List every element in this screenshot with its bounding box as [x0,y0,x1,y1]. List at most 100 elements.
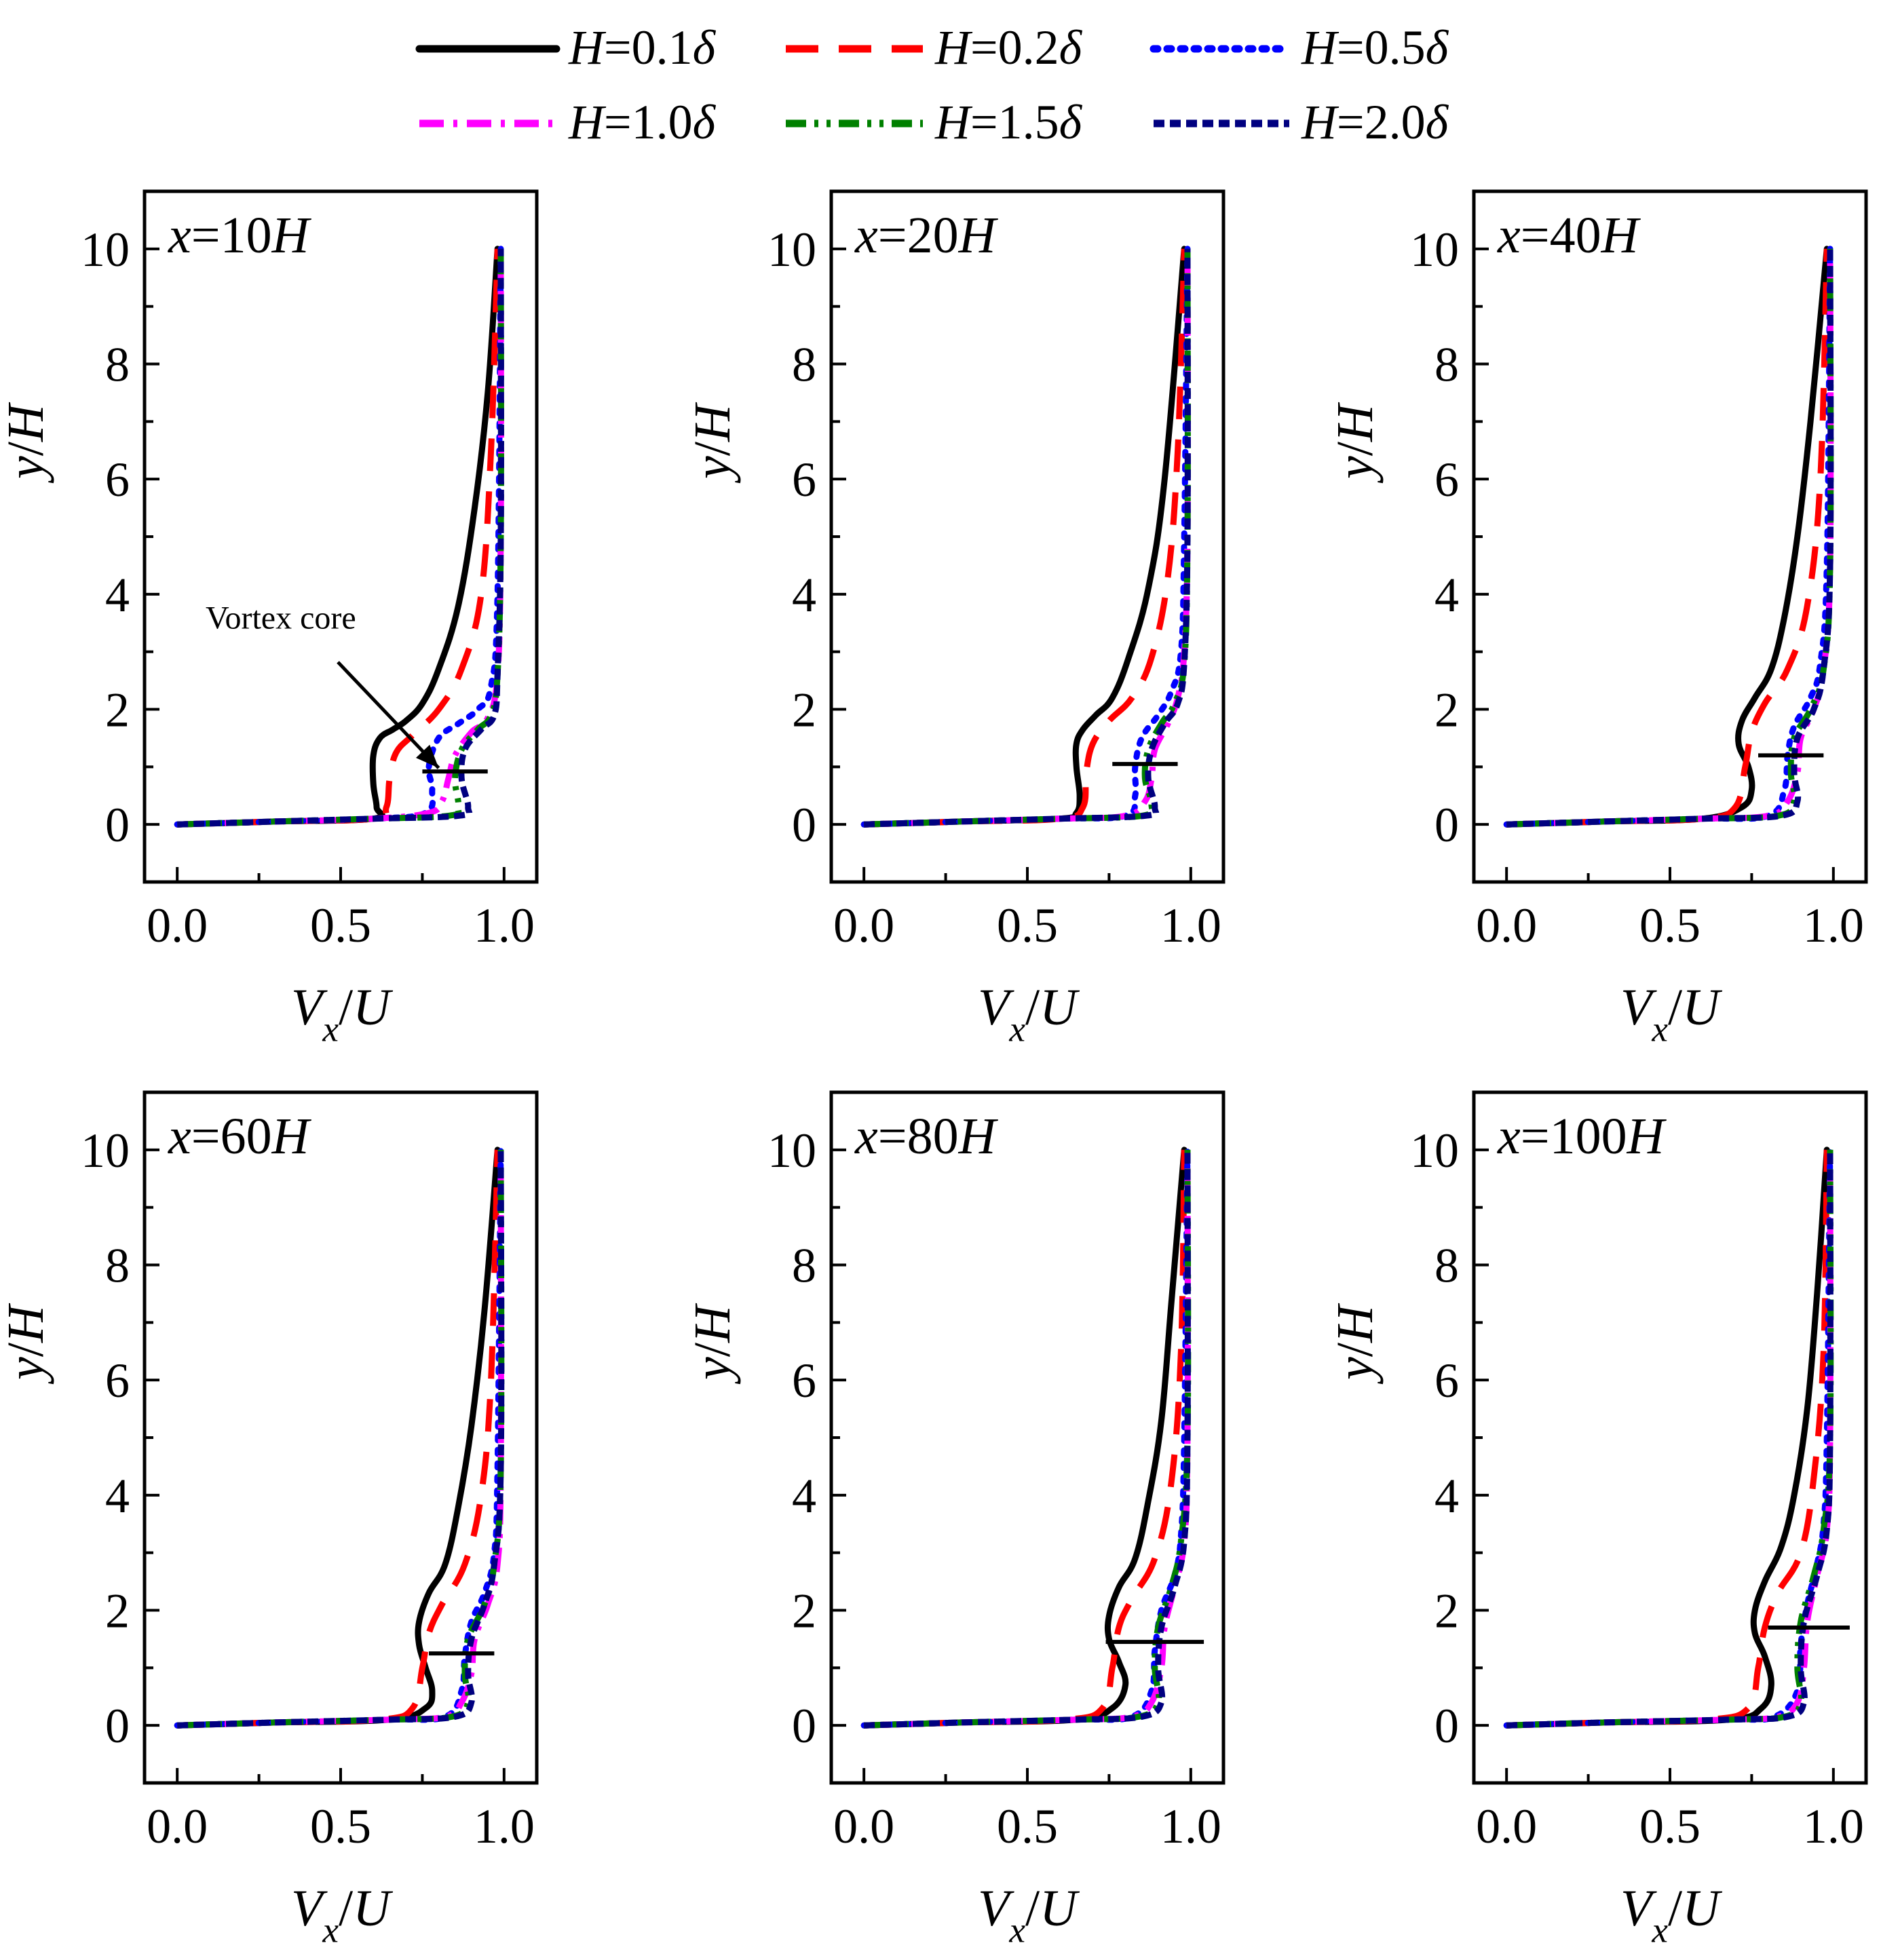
annotation-arrow [337,661,440,769]
panel-title: x=80H [854,1108,999,1165]
series-line [860,246,1191,828]
y-tick-label: 6 [792,453,816,507]
y-tick-label: 10 [81,223,130,277]
y-tick-label: 2 [792,1584,816,1638]
y-tick-label: 8 [105,1239,130,1293]
x-tick-label: 0.5 [997,898,1058,953]
series-line [864,1149,1191,1729]
panel-title: x=40H [1497,207,1641,264]
chart-panel: 0.0 0.5 1.0 0 2 4 6 8 10 x=20H Vx/U y/H [684,189,1226,1049]
y-tick-label: 6 [105,1353,130,1408]
series-group [174,1147,505,1729]
y-tick-label: 8 [792,338,816,392]
y-axis-label: y/H [0,1303,54,1385]
legend-entry: H=1.5δ [786,95,1083,149]
series-line [1506,1149,1834,1729]
legend-entry: H=2.0δ [1154,95,1449,149]
legend-label: H=2.0δ [1301,95,1449,149]
x-tick-label: 1.0 [474,1799,535,1853]
series-line [864,1149,1188,1729]
y-tick-label: 4 [105,1469,130,1523]
x-tick-label: 0.5 [310,898,371,953]
series-line [177,1149,501,1729]
y-tick-label: 6 [105,453,130,507]
y-tick-label: 8 [105,338,130,392]
y-tick-label: 0 [105,798,130,852]
legend-entry: H=1.0δ [419,95,717,149]
legend-label: H=1.5δ [934,95,1083,149]
x-tick-label: 1.0 [1803,898,1864,953]
x-axis-label: Vx/U [978,979,1080,1049]
y-tick-label: 0 [1434,1699,1459,1753]
x-tick-label: 0.5 [1639,1799,1700,1853]
series-line [177,248,504,828]
panel-title: x=100H [1497,1108,1667,1165]
legend-entry: H=0.2δ [786,20,1083,75]
x-tick-label: 0.0 [147,898,208,953]
y-axis-label: y/H [1327,402,1384,484]
x-tick-label: 0.0 [147,1799,208,1853]
x-tick-label: 1.0 [1160,898,1221,953]
annotation: Vortex core [206,600,440,769]
x-tick-label: 1.0 [1803,1799,1864,1853]
y-tick-label: 2 [792,683,816,737]
legend-label: H=1.0δ [568,95,717,149]
y-tick-label: 0 [792,1699,816,1753]
chart-panel: 0.0 0.5 1.0 0 2 4 6 8 10 x=60H Vx/U y/H [0,1090,539,1950]
y-tick-label: 8 [1434,338,1459,392]
legend: H=0.1δ H=0.2δ H=0.5δ H=1.0δ H=1.5δ H=2.0δ [415,20,1449,149]
y-tick-label: 4 [1434,1469,1459,1523]
annotation-arrowhead [415,744,439,769]
series-group [1503,1147,1834,1729]
x-axis-label: Vx/U [1620,1880,1722,1950]
y-axis-label: y/H [0,402,54,484]
y-tick-label: 2 [105,683,130,737]
x-tick-label: 0.0 [1476,898,1537,953]
series-line [1503,246,1834,828]
chart-panel: 0.0 0.5 1.0 0 2 4 6 8 10 x=100H Vx/U y/H [1327,1090,1868,1950]
legend-label: H=0.5δ [1301,20,1449,75]
ticks [831,190,1192,883]
y-tick-label: 4 [1434,568,1459,622]
chart-panel: 0.0 0.5 1.0 0 2 4 6 8 10 x=10H Vx/U y/H [0,189,539,1049]
y-tick-label: 6 [1434,453,1459,507]
y-axis-label: y/H [1327,1303,1384,1385]
ticks [145,1091,506,1784]
series-line [864,248,1191,828]
ticks [831,1091,1192,1784]
legend-label: H=0.2δ [934,20,1083,75]
panels: 0.0 0.5 1.0 0 2 4 6 8 10 x=10H Vx/U y/H 0.0 0.5 1.0 0 2 4… [0,189,1868,1950]
panel-title: x=20H [854,207,999,264]
ticks [1474,1091,1835,1784]
y-tick-label: 4 [792,568,816,622]
x-axis-label: Vx/U [978,1880,1080,1950]
x-tick-label: 0.5 [997,1799,1058,1853]
y-tick-label: 8 [792,1239,816,1293]
ticks [145,190,506,883]
y-tick-label: 4 [105,568,130,622]
y-axis-label: y/H [684,402,741,484]
ticks [1474,190,1835,883]
y-tick-label: 0 [105,1699,130,1753]
y-tick-label: 10 [1410,1123,1459,1178]
y-tick-label: 2 [1434,683,1459,737]
y-tick-label: 6 [1434,1353,1459,1408]
y-tick-label: 10 [767,223,816,277]
series-line [1506,1149,1830,1729]
y-tick-label: 10 [1410,223,1459,277]
x-tick-label: 1.0 [1160,1799,1221,1853]
chart-panel: 0.0 0.5 1.0 0 2 4 6 8 10 x=80H Vx/U y/H [684,1090,1226,1950]
legend-entry: H=0.5δ [1150,20,1449,75]
annotation-label: Vortex core [206,600,356,636]
y-tick-label: 2 [1434,1584,1459,1638]
y-tick-label: 4 [792,1469,816,1523]
x-tick-label: 0.5 [1639,898,1700,953]
y-tick-label: 10 [81,1123,130,1178]
y-axis-label: y/H [684,1303,741,1385]
series-line [1506,248,1830,828]
y-tick-label: 0 [1434,798,1459,852]
panel-title: x=60H [168,1108,312,1165]
chart-panel: 0.0 0.5 1.0 0 2 4 6 8 10 x=40H Vx/U y/H [1327,189,1868,1049]
